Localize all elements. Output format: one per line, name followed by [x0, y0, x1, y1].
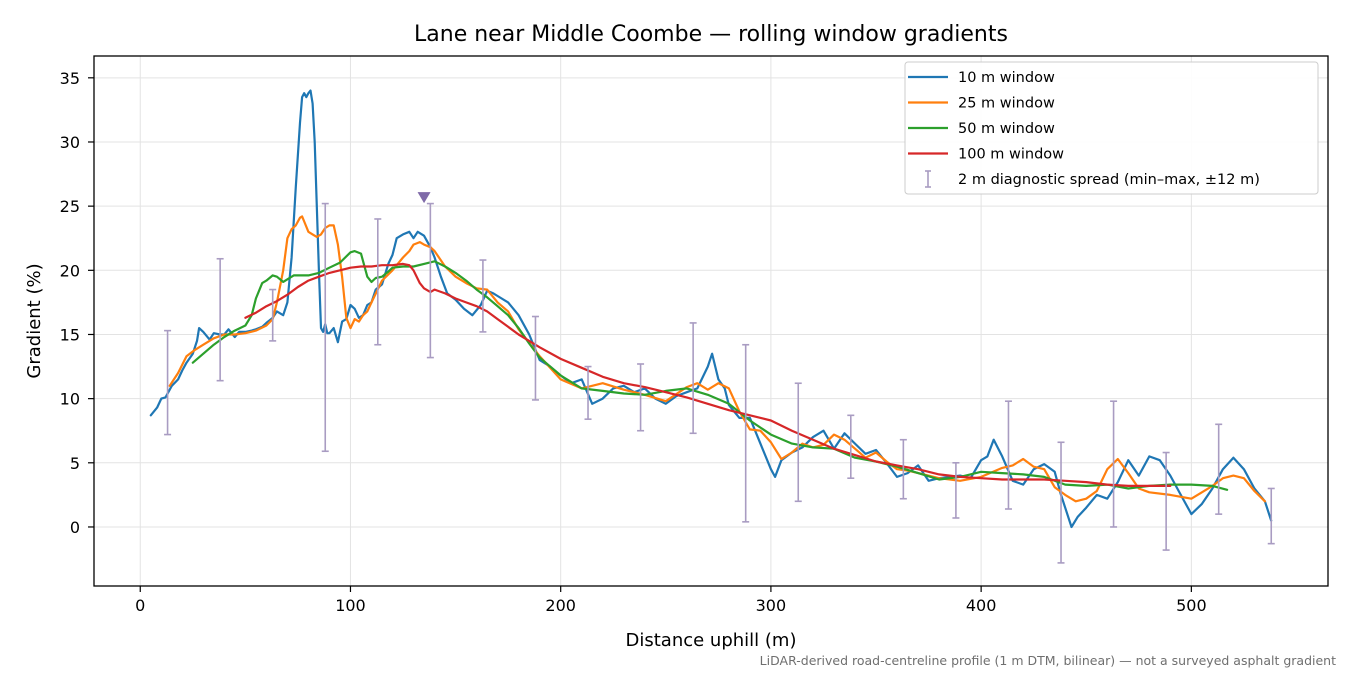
- legend-item: 10 m window: [908, 70, 1055, 86]
- chart-title: Lane near Middle Coombe — rolling window…: [414, 22, 1008, 47]
- diagnostic-spread-errorbar: [847, 414, 855, 480]
- legend-label: 25 m window: [958, 96, 1055, 112]
- diagnostic-spread-errorbar: [1057, 441, 1065, 564]
- diagnostic-spread-errorbar: [479, 259, 487, 333]
- diagnostic-spread-errorbar: [374, 218, 382, 346]
- diagnostic-spread-errorbar: [1162, 451, 1170, 551]
- y-tick-label: 30: [60, 133, 80, 152]
- diagnostic-spread-errorbar: [899, 438, 907, 500]
- legend-label: 2 m diagnostic spread (min–max, ±12 m): [958, 172, 1260, 188]
- x-tick-label: 500: [1176, 596, 1207, 615]
- peak-marker-triangle: [417, 192, 431, 204]
- diagnostic-spread-errorbar: [794, 382, 802, 503]
- x-tick-label: 300: [756, 596, 787, 615]
- series-line-10-m-window: [149, 89, 1273, 529]
- y-tick-label: 0: [70, 518, 80, 537]
- diagnostic-spread-errorbar: [1267, 487, 1275, 545]
- y-axis-label: Gradient (%): [24, 263, 45, 378]
- diagnostic-spread-errorbar: [216, 257, 224, 382]
- plot-area-frame: [93, 55, 1329, 587]
- marker-layer: [417, 192, 431, 204]
- diagnostic-spread-errorbar: [269, 288, 277, 342]
- y-tick-label: 15: [60, 325, 80, 344]
- x-tick-label: 200: [545, 596, 576, 615]
- x-tick-label: 0: [135, 596, 145, 615]
- legend-box: [904, 61, 1319, 195]
- diagnostic-spread-errorbar: [164, 329, 172, 436]
- legend-label: 100 m window: [958, 147, 1064, 163]
- diagnostic-spread-errorbar: [1004, 400, 1012, 510]
- x-tick-label: 100: [335, 596, 366, 615]
- x-axis-label: Distance uphill (m): [626, 630, 797, 651]
- diagnostic-spread-errorbar: [531, 315, 539, 401]
- y-tick-label: 20: [60, 261, 80, 280]
- footnote: LiDAR-derived road-centreline profile (1…: [760, 653, 1336, 668]
- legend-item: 25 m window: [908, 96, 1055, 112]
- series-line-50-m-window: [191, 250, 1229, 491]
- legend-label: 10 m window: [958, 70, 1055, 86]
- legend-items: 10 m window 25 m window 50 m window 100 m w…: [908, 70, 1260, 188]
- legend-item: 2 m diagnostic spread (min–max, ±12 m): [925, 170, 1260, 188]
- series-line-25-m-window: [168, 215, 1266, 503]
- diagnostic-spread-errorbar: [321, 202, 329, 453]
- diagnostic-spread-errorbar: [584, 365, 592, 420]
- legend-label: 50 m window: [958, 121, 1055, 137]
- diagnostic-spread-errorbar: [637, 363, 645, 432]
- series-layer: [149, 89, 1273, 529]
- x-tick-label: 400: [966, 596, 997, 615]
- diagnostic-spread-errorbar: [689, 322, 697, 435]
- legend: 10 m window 25 m window 50 m window 100 m w…: [904, 61, 1319, 195]
- diagnostic-spread-errorbar: [426, 202, 434, 359]
- diagnostic-spread-errorbar: [1110, 400, 1118, 528]
- y-tick-label: 25: [60, 197, 80, 216]
- legend-item: 50 m window: [908, 121, 1055, 137]
- y-tick-label: 35: [60, 69, 80, 88]
- y-tick-label: 5: [70, 454, 80, 473]
- axis-ticks: 0 100 200 300 400 500 0 5 10 15 20 25 30 35: [60, 69, 1207, 615]
- diagnostic-spread-errorbar: [1215, 423, 1223, 515]
- diagnostic-spread-errorbar: [742, 343, 750, 523]
- y-tick-label: 10: [60, 390, 80, 409]
- diagnostic-spread-layer: [164, 202, 1275, 564]
- series-line-100-m-window: [244, 262, 1172, 487]
- diagnostic-spread-errorbar: [952, 462, 960, 519]
- legend-item: 100 m window: [908, 147, 1064, 163]
